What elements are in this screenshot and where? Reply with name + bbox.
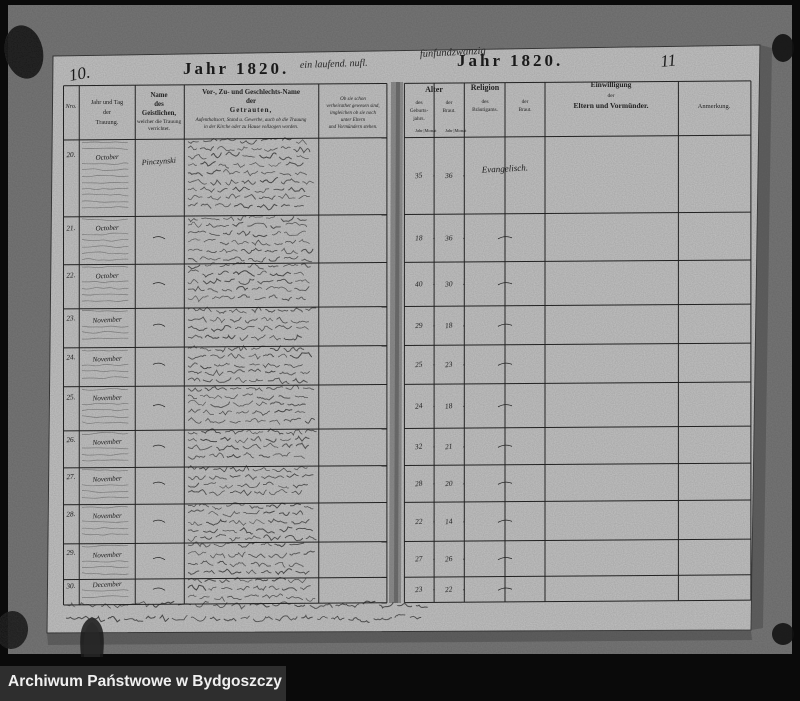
svg-text:Trauung.: Trauung. bbox=[96, 119, 119, 126]
svg-text:November: November bbox=[91, 354, 122, 363]
svg-text:Name: Name bbox=[151, 92, 168, 99]
svg-text:35: 35 bbox=[413, 170, 423, 180]
svg-text:November: November bbox=[91, 551, 122, 560]
svg-text:25: 25 bbox=[415, 360, 424, 370]
svg-text:|Monat: |Monat bbox=[424, 128, 438, 133]
svg-text:28: 28 bbox=[414, 478, 423, 488]
svg-text:23: 23 bbox=[414, 584, 423, 594]
svg-text:10.: 10. bbox=[67, 63, 91, 85]
svg-text:Vor-, Zu- und Geschlechts-Name: Vor-, Zu- und Geschlechts-Name bbox=[202, 88, 300, 96]
svg-text:20.: 20. bbox=[66, 150, 76, 160]
svg-text:der: der bbox=[103, 109, 112, 116]
svg-text:26.: 26. bbox=[66, 435, 76, 445]
svg-text:November: November bbox=[91, 474, 122, 484]
svg-text:40: 40 bbox=[415, 279, 423, 289]
svg-text:21: 21 bbox=[444, 442, 452, 452]
svg-text:Religion: Religion bbox=[471, 83, 500, 92]
svg-text:26: 26 bbox=[444, 554, 453, 564]
svg-text:verheirathet gewesen sind,: verheirathet gewesen sind, bbox=[326, 104, 379, 109]
svg-text:24.: 24. bbox=[66, 352, 76, 362]
svg-text:Jahr: Jahr bbox=[445, 128, 453, 133]
svg-text:|Monat: |Monat bbox=[454, 128, 468, 133]
svg-text:unter Eltern: unter Eltern bbox=[341, 118, 366, 123]
svg-text:36: 36 bbox=[444, 171, 453, 181]
svg-text:18: 18 bbox=[444, 401, 453, 411]
svg-text:November: November bbox=[91, 394, 122, 403]
svg-text:22.: 22. bbox=[66, 270, 76, 280]
svg-text:des: des bbox=[481, 99, 488, 105]
svg-text:Geburts-: Geburts- bbox=[410, 108, 429, 114]
svg-text:24: 24 bbox=[414, 401, 423, 411]
svg-text:jahrs.: jahrs. bbox=[412, 116, 425, 122]
svg-text:in der Kirche oder zu Hause vo: in der Kirche oder zu Hause vollzogen wo… bbox=[204, 125, 298, 130]
svg-text:October: October bbox=[95, 153, 119, 162]
svg-text:der: der bbox=[446, 100, 453, 106]
svg-text:14: 14 bbox=[445, 517, 454, 527]
svg-text:36: 36 bbox=[444, 233, 453, 243]
svg-text:Bräutigams.: Bräutigams. bbox=[472, 107, 498, 113]
svg-text:Jahr: Jahr bbox=[415, 128, 423, 133]
svg-text:28.: 28. bbox=[66, 509, 76, 519]
svg-text:32: 32 bbox=[413, 441, 423, 451]
svg-text:und Vormündern stehen.: und Vormündern stehen. bbox=[329, 125, 378, 130]
svg-text:Getrauten,: Getrauten, bbox=[230, 106, 272, 114]
svg-text:Geistlichen,: Geistlichen, bbox=[142, 110, 176, 117]
svg-text:30.: 30. bbox=[65, 581, 76, 591]
svg-text:27.: 27. bbox=[66, 472, 76, 482]
svg-text:November: November bbox=[91, 437, 122, 447]
svg-text:der: der bbox=[607, 93, 614, 99]
svg-text:Anmerkung.: Anmerkung. bbox=[698, 103, 731, 110]
svg-text:December: December bbox=[91, 580, 122, 589]
svg-text:November: November bbox=[91, 315, 122, 325]
svg-text:des: des bbox=[154, 101, 164, 108]
svg-text:Jahr 1820.: Jahr 1820. bbox=[183, 59, 289, 78]
svg-text:welcher die Trauung: welcher die Trauung bbox=[137, 119, 182, 125]
svg-text:27: 27 bbox=[415, 554, 424, 564]
svg-text:Ob sie schon: Ob sie schon bbox=[340, 97, 366, 102]
svg-text:imgleichen ob sie noch: imgleichen ob sie noch bbox=[330, 111, 376, 116]
svg-text:Braut.: Braut. bbox=[442, 108, 455, 114]
svg-text:18: 18 bbox=[415, 233, 423, 243]
svg-text:der: der bbox=[522, 99, 529, 105]
svg-text:Aufenthaltsort, Stand u. Gewer: Aufenthaltsort, Stand u. Gewerbe, auch o… bbox=[195, 118, 307, 123]
svg-text:November: November bbox=[91, 512, 122, 521]
svg-text:22: 22 bbox=[415, 517, 423, 527]
svg-text:Nro.: Nro. bbox=[65, 103, 77, 110]
svg-text:Jahr und Tag: Jahr und Tag bbox=[91, 99, 124, 106]
svg-text:22: 22 bbox=[444, 584, 453, 594]
svg-text:18: 18 bbox=[445, 321, 454, 331]
svg-text:21.: 21. bbox=[66, 223, 76, 233]
svg-text:verrichtet.: verrichtet. bbox=[148, 126, 170, 132]
svg-text:Braut.: Braut. bbox=[518, 107, 531, 113]
svg-text:Eltern und Vormünder.: Eltern und Vormünder. bbox=[574, 101, 649, 110]
svg-text:11: 11 bbox=[659, 50, 677, 71]
svg-text:des: des bbox=[415, 100, 422, 106]
svg-text:23: 23 bbox=[444, 359, 453, 369]
svg-text:29.: 29. bbox=[66, 547, 76, 557]
svg-text:October: October bbox=[95, 224, 119, 233]
svg-text:October: October bbox=[95, 272, 119, 281]
svg-text:25.: 25. bbox=[66, 392, 76, 401]
svg-text:23.: 23. bbox=[66, 313, 76, 323]
svg-text:20: 20 bbox=[445, 479, 453, 489]
svg-text:der: der bbox=[246, 97, 256, 105]
svg-text:29: 29 bbox=[415, 321, 423, 331]
svg-text:30: 30 bbox=[444, 279, 453, 289]
